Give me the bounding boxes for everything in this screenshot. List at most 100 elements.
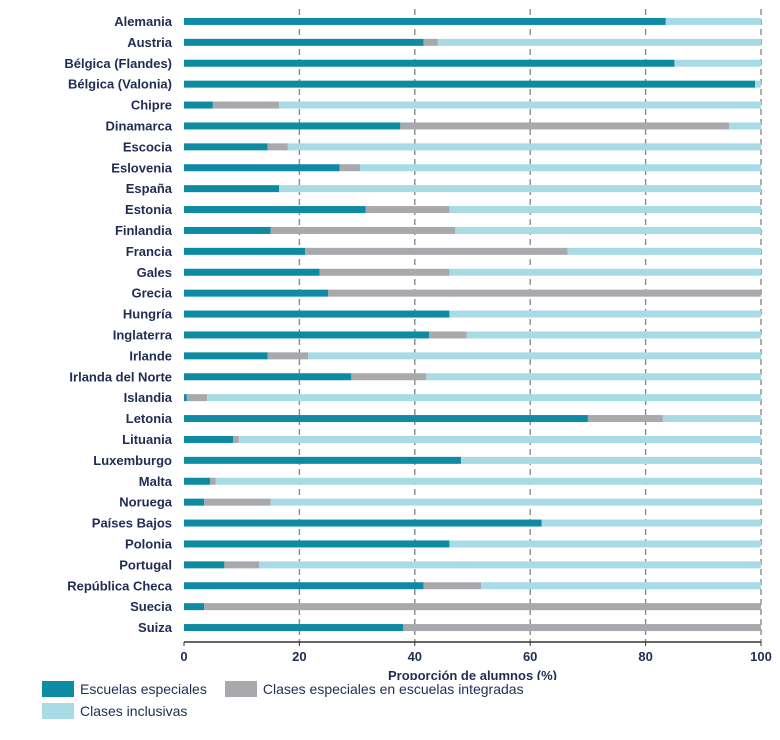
bar-segment [184, 17, 666, 25]
bar-segment [267, 143, 288, 151]
legend-item-special-schools: Escuelas especiales [42, 681, 207, 697]
bar-segment [184, 435, 234, 443]
legend-label: Escuelas especiales [80, 681, 207, 697]
legend-item-inclusive-classes: Clases inclusivas [42, 703, 187, 719]
legend-item-special-classes: Clases especiales en escuelas integradas [224, 681, 524, 697]
category-label: Bélgica (Valonia) [68, 77, 172, 92]
bar-segment [186, 394, 208, 402]
x-tick-label: 100 [750, 649, 772, 664]
bar-segment [449, 268, 761, 276]
x-tick-label: 60 [523, 649, 537, 664]
category-label: Grecia [132, 286, 173, 301]
bar-segment [270, 498, 761, 506]
bar-segment [184, 624, 404, 632]
bar-segment [184, 603, 205, 611]
category-label: Irlanda del Norte [69, 369, 172, 384]
category-label: Francia [126, 244, 173, 259]
bar-segment [365, 206, 450, 214]
category-label: Suiza [138, 620, 173, 635]
bar-segment [674, 59, 761, 67]
bar-segment [238, 435, 761, 443]
bar-segment [204, 498, 271, 506]
bar-segment [455, 226, 761, 234]
bar-segment [587, 415, 663, 423]
bar-segment [184, 415, 588, 423]
bar-segment [184, 352, 268, 360]
category-label: Alemania [114, 14, 173, 29]
category-label: Dinamarca [106, 118, 173, 133]
category-label: Noruega [119, 495, 173, 510]
bar-segment [279, 101, 761, 109]
bar-segment [184, 38, 424, 46]
bar-segment [184, 310, 450, 318]
bar-segment [184, 582, 424, 590]
legend-swatch-special-schools [42, 681, 74, 697]
bar-segment [567, 247, 761, 255]
bar-segment [359, 164, 761, 172]
legend-swatch-special-classes [224, 681, 257, 697]
bar-segment [400, 122, 730, 130]
bar-segment [207, 394, 761, 402]
category-label: Malta [139, 474, 173, 489]
bar-segment [541, 519, 761, 527]
legend-label: Clases especiales en escuelas integradas [262, 681, 524, 697]
bar-segment [287, 143, 761, 151]
stacked-bar-chart: Alemania Austria Bélgica (Flandes) Bélgica … [64, 9, 772, 680]
bar-segment [308, 352, 761, 360]
category-label: Islandia [124, 390, 173, 405]
bars-group [184, 17, 762, 632]
category-label: Portugal [119, 557, 172, 572]
bar-segment [449, 540, 761, 548]
bar-segment [184, 540, 450, 548]
category-label: Hungría [123, 307, 173, 322]
bar-segment [662, 415, 761, 423]
category-label: Austria [127, 35, 173, 50]
bar-segment [305, 247, 568, 255]
x-tick-label: 40 [408, 649, 422, 664]
bar-segment [466, 331, 761, 339]
bar-segment [204, 603, 761, 611]
bar-segment [184, 331, 430, 339]
bar-segment [729, 122, 761, 130]
bar-segment [184, 226, 271, 234]
bar-segment [339, 164, 360, 172]
bar-segment [184, 185, 280, 193]
bar-segment [184, 59, 675, 67]
bar-segment [184, 143, 268, 151]
bar-segment [755, 80, 761, 88]
bar-segment [184, 247, 306, 255]
category-label: Lituania [122, 432, 173, 447]
bar-segment [319, 268, 450, 276]
bar-segment [423, 582, 482, 590]
category-label: Inglaterra [113, 327, 173, 342]
bar-segment [233, 435, 239, 443]
bar-segment [184, 206, 366, 214]
x-tick-label: 80 [638, 649, 652, 664]
bar-segment [429, 331, 467, 339]
bar-segment [270, 226, 456, 234]
bar-segment [351, 373, 427, 381]
category-label: Finlandia [115, 223, 173, 238]
bar-segment [449, 206, 761, 214]
category-label: Suecia [130, 599, 173, 614]
category-label: Bélgica (Flandes) [64, 56, 172, 71]
legend-label: Clases inclusivas [80, 703, 188, 719]
bar-segment [184, 268, 320, 276]
bar-segment [279, 185, 761, 193]
gridlines [298, 9, 762, 642]
bar-segment [209, 477, 216, 485]
x-axis-title: Proporción de alumnos (%) [388, 668, 557, 680]
bar-segment [212, 101, 280, 109]
category-label: Luxemburgo [93, 453, 172, 468]
bar-segment [224, 561, 260, 569]
legend-swatch-inclusive-classes [42, 703, 74, 719]
bar-segment [665, 17, 761, 25]
legend-row-2: Clases inclusivas [42, 700, 762, 722]
bar-segment [184, 289, 329, 297]
category-label: Estonia [125, 202, 173, 217]
bar-segment [184, 373, 352, 381]
bar-segment [403, 624, 761, 632]
bar-segment [184, 477, 210, 485]
category-label: Gales [137, 265, 172, 280]
bar-segment [215, 477, 762, 485]
